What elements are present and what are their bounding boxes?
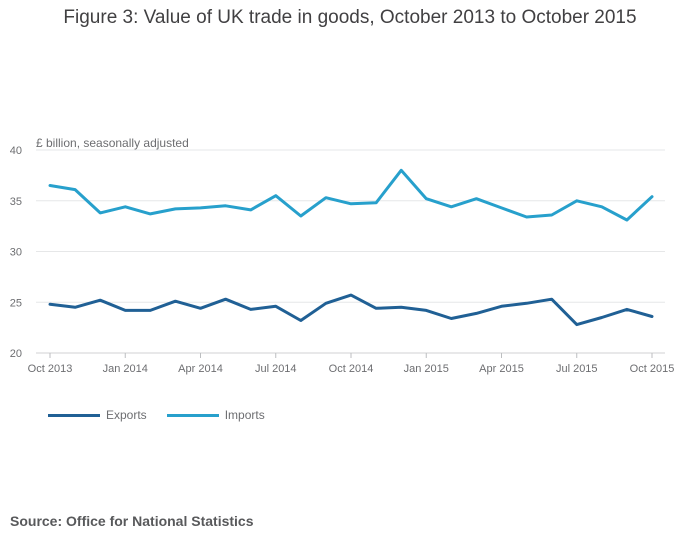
- legend-swatch-exports: [48, 413, 100, 417]
- x-tick-label: Jul 2015: [556, 363, 598, 375]
- y-tick-label: 30: [10, 247, 22, 259]
- y-axis-ticks: 20 25 30 35 40: [10, 145, 22, 360]
- series-line-exports[interactable]: [48, 293, 654, 327]
- x-axis-ticks: Oct 2013 Jan 2014 Apr 2014 Jul 2014 Oct 2014…: [28, 353, 675, 375]
- source-note: Source: Office for National Statistics: [10, 513, 254, 529]
- legend-item-exports[interactable]: Exports: [48, 408, 147, 422]
- legend-swatch-imports: [166, 413, 219, 417]
- x-tick-label: Jan 2015: [404, 363, 449, 375]
- x-tick-label: Jul 2014: [255, 363, 297, 375]
- legend-item-imports[interactable]: Imports: [166, 408, 265, 422]
- legend-label-exports: Exports: [106, 408, 147, 422]
- y-tick-label: 25: [10, 297, 22, 309]
- legend-label-imports: Imports: [224, 408, 265, 422]
- x-tick-label: Apr 2014: [178, 363, 223, 375]
- x-tick-label: Oct 2013: [28, 363, 73, 375]
- y-tick-label: 40: [10, 145, 22, 157]
- y-axis-label: £ billion, seasonally adjusted: [36, 136, 189, 150]
- gridlines: [36, 149, 665, 354]
- x-tick-label: Oct 2015: [630, 363, 675, 375]
- chart-title: Figure 3: Value of UK trade in goods, Oc…: [63, 7, 637, 28]
- x-tick-label: Oct 2014: [329, 363, 374, 375]
- y-tick-label: 20: [10, 348, 22, 360]
- series-line-imports[interactable]: [48, 168, 654, 222]
- legend: Exports Imports: [48, 408, 265, 422]
- series-lines: [48, 168, 654, 327]
- x-tick-label: Apr 2015: [479, 363, 524, 375]
- x-tick-label: Jan 2014: [103, 363, 148, 375]
- y-tick-label: 35: [10, 196, 22, 208]
